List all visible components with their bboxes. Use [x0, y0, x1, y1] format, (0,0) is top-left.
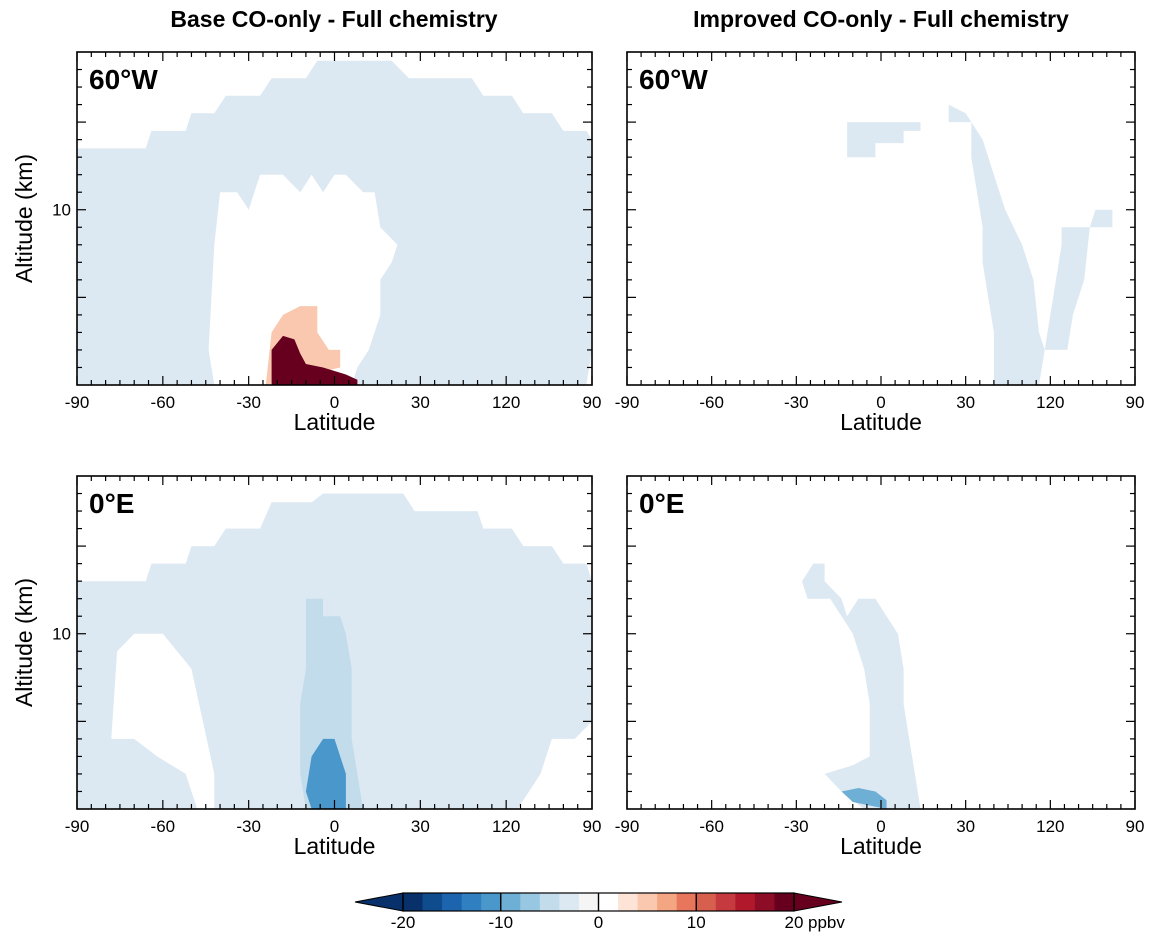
colorbar-swatch: [422, 893, 443, 911]
x-ticks: [626, 52, 1136, 385]
colorbar-swatch: [539, 893, 560, 911]
x-tick-label: 0: [876, 393, 885, 412]
x-ticks: [626, 476, 1136, 809]
colorbar-swatch: [598, 893, 619, 911]
x-tick-label: -60: [699, 817, 724, 836]
panel-label: 60°W: [639, 64, 708, 95]
panel-3: -90 -60 -30 0 30 120 90 10 Latitude Altitude (km)…: [11, 475, 602, 859]
x-tick-label: 120: [1036, 817, 1064, 836]
x-tick-label: -90: [65, 817, 90, 836]
colorbar-swatch: [774, 893, 795, 911]
x-tick-label: 120: [492, 817, 520, 836]
region-2: [208, 174, 398, 385]
x-tick-label: 90: [583, 817, 602, 836]
colorbar-swatch: [461, 893, 482, 911]
x-tick-label: -90: [65, 393, 90, 412]
panel-label: 60°W: [89, 64, 158, 95]
y-ticks: [627, 68, 1135, 369]
column-title-improved: Improved CO-only - Full chemistry: [693, 6, 1069, 32]
colorbar-swatch: [676, 893, 697, 911]
y-ticks: [627, 492, 1135, 793]
x-tick-label: -90: [615, 817, 640, 836]
x-tick-label: -30: [236, 393, 261, 412]
heatmap-field: [77, 493, 592, 809]
colorbar-under-arrow: [354, 892, 404, 912]
colorbar-swatch: [520, 893, 541, 911]
y-axis-label: Altitude (km): [11, 578, 37, 707]
x-tick-label: 0: [330, 393, 339, 412]
x-tick-label: 0: [876, 817, 885, 836]
region-4: [305, 738, 346, 809]
region-4: [271, 335, 358, 385]
y-ticks: [77, 492, 592, 793]
colorbar-swatch: [403, 893, 424, 911]
colorbar-tick-label: -20: [391, 913, 416, 932]
x-axis-label: Latitude: [840, 833, 922, 859]
colorbar-over-arrow: [793, 892, 843, 912]
x-tick-label: 120: [492, 393, 520, 412]
x-ticks: [76, 476, 593, 809]
y-tick-label: 10: [52, 625, 71, 644]
y-axis-label: Altitude (km): [11, 154, 37, 283]
colorbar-swatch: [715, 893, 736, 911]
x-tick-label: 90: [583, 393, 602, 412]
region-1: [847, 104, 1113, 385]
heatmap-field: [802, 563, 921, 809]
x-tick-label: -30: [236, 817, 261, 836]
x-tick-label: 0: [330, 817, 339, 836]
colorbar-tick-label: 10: [687, 913, 706, 932]
y-tick-label: 10: [52, 201, 71, 220]
panel-4: -90 -60 -30 0 30 120 90 Latitude 0°E: [615, 475, 1145, 859]
panel-1: -90 -60 -30 0 30 120 90 10 Latitude Altitude (km)…: [11, 51, 602, 435]
column-title-base: Base CO-only - Full chemistry: [170, 6, 498, 32]
colorbar-tick-label: 0: [594, 913, 603, 932]
x-tick-label: -60: [699, 393, 724, 412]
x-tick-label: 30: [956, 393, 975, 412]
panel-label: 0°E: [639, 488, 684, 519]
colorbar-swatch: [481, 893, 502, 911]
region-1: [802, 563, 921, 809]
x-axis-label: Latitude: [840, 409, 922, 435]
x-tick-label: -30: [784, 393, 809, 412]
panel-label: 0°E: [89, 488, 134, 519]
region-2: [111, 633, 215, 809]
x-tick-label: -30: [784, 817, 809, 836]
colorbar-swatch: [559, 893, 580, 911]
x-tick-label: -60: [151, 393, 176, 412]
colorbar-swatch: [657, 893, 678, 911]
colorbar-swatch: [735, 893, 756, 911]
colorbar-swatch: [500, 893, 521, 911]
y-ticks: [77, 68, 592, 369]
colorbar-swatch: [578, 893, 599, 911]
heatmap-field: [847, 104, 1113, 385]
colorbar-tick-label: -10: [488, 913, 513, 932]
colorbar-unit: ppbv: [808, 913, 845, 932]
colorbar-swatch: [442, 893, 463, 911]
colorbar-swatch: [618, 893, 639, 911]
x-tick-label: 90: [1126, 817, 1145, 836]
region-2: [841, 788, 887, 809]
colorbar-swatch: [696, 893, 717, 911]
x-tick-label: 30: [956, 817, 975, 836]
colorbar: -20 -10 0 10 20 ppbv: [354, 892, 845, 932]
x-tick-label: 90: [1126, 393, 1145, 412]
x-tick-label: 30: [411, 393, 430, 412]
colorbar-tick-label: 20: [785, 913, 804, 932]
x-tick-label: -60: [151, 817, 176, 836]
x-axis-label: Latitude: [294, 833, 376, 859]
x-tick-label: -90: [615, 393, 640, 412]
heatmap-field: [77, 60, 592, 385]
x-axis-label: Latitude: [294, 409, 376, 435]
colorbar-swatch: [754, 893, 775, 911]
x-tick-label: 30: [411, 817, 430, 836]
panel-2: -90 -60 -30 0 30 120 90 Latitude 60°W: [615, 51, 1145, 435]
x-tick-label: 120: [1036, 393, 1064, 412]
x-ticks: [76, 52, 593, 385]
colorbar-swatch: [637, 893, 658, 911]
